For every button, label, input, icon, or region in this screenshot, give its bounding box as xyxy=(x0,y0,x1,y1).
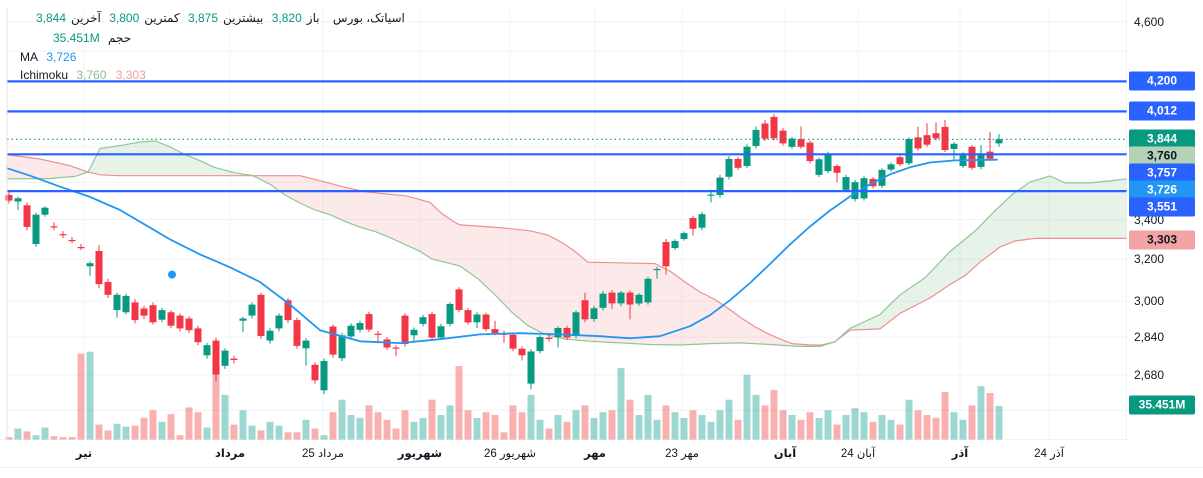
time-tick-label: 23 مهر xyxy=(665,448,699,460)
price-tick-label: 2,840 xyxy=(1134,330,1165,345)
time-tick-label: مهر xyxy=(584,448,606,460)
price-levels xyxy=(7,80,1127,193)
time-tick-label: تیر xyxy=(75,448,93,460)
senkou-a-line xyxy=(6,154,1127,346)
price-badge: 4,200 xyxy=(1129,71,1195,91)
low-value: 3,800 xyxy=(109,11,140,25)
price-tick-label: 4,600 xyxy=(1134,15,1165,29)
low-label: کمترین xyxy=(144,11,180,25)
open-label: باز xyxy=(306,11,320,25)
ma-line xyxy=(6,158,998,344)
grid xyxy=(7,8,1127,440)
ichimoku-label: Ichimoku xyxy=(20,68,69,82)
senkou-b-line xyxy=(6,140,1128,347)
time-tick-label: شهریور xyxy=(397,448,443,460)
volume-value: 35.451M xyxy=(53,31,100,45)
last-value: 3,844 xyxy=(36,11,67,25)
price-badge: 4,012 xyxy=(1129,101,1195,121)
volume-bars xyxy=(5,351,1003,440)
price-axis[interactable]: 4,600 3,400 3,200 3,000 2,840 2,680 4,200 4,012… xyxy=(1127,0,1203,467)
price-badge: 3,303 xyxy=(1129,230,1195,250)
price-badge: 3,726 xyxy=(1129,180,1195,200)
high-label: بیشترین xyxy=(223,11,264,25)
ichimoku-value-a: 3,760 xyxy=(76,68,107,82)
ichimoku-cloud xyxy=(6,140,1128,347)
price-badge: 3,844 xyxy=(1129,129,1195,149)
symbol-title: اسیاتک، بورس xyxy=(332,11,405,25)
legend-ohlc-row: اسیاتک، بورس باز 3,820 بیشترین 3,875 کمتری… xyxy=(33,10,405,26)
time-tick-label: 24 آذر xyxy=(1034,448,1064,460)
legend-ichimoku-row: Ichimoku 3,760 3,303 xyxy=(18,67,149,83)
time-tick-label: 25 مرداد xyxy=(302,448,344,460)
legend-volume-row: حجم 35.451M xyxy=(50,30,133,46)
time-tick-label: مرداد xyxy=(214,448,246,460)
marker-dot xyxy=(168,270,176,279)
open-value: 3,820 xyxy=(271,11,302,25)
legend-ma-row: MA 3,726 xyxy=(18,49,79,65)
volume-label: حجم xyxy=(108,31,132,45)
ma-label: MA xyxy=(20,50,38,64)
time-tick-label: آبان xyxy=(773,448,797,460)
price-tick-label: 3,200 xyxy=(1134,252,1165,267)
price-badge: 3,551 xyxy=(1129,197,1195,217)
price-tick-label: 3,000 xyxy=(1134,294,1165,309)
time-tick-label: 26 شهریور xyxy=(484,448,536,460)
ma-value: 3,726 xyxy=(46,50,77,64)
price-tick-label: 2,680 xyxy=(1134,368,1165,382)
price-badge: 3,760 xyxy=(1129,146,1195,166)
time-axis[interactable]: تیر مرداد 25 مرداد شهریور 26 شهریور مهر 23 مهر… xyxy=(0,440,1127,467)
high-value: 3,875 xyxy=(187,11,219,25)
last-label: آخرین xyxy=(71,11,101,25)
price-badge: 35.451M xyxy=(1129,395,1195,415)
ichimoku-value-b: 3,303 xyxy=(115,68,146,82)
price-badge: 3,757 xyxy=(1129,163,1195,183)
time-tick-label: آذر xyxy=(951,448,969,460)
time-tick-label: 24 آبان xyxy=(840,448,876,460)
